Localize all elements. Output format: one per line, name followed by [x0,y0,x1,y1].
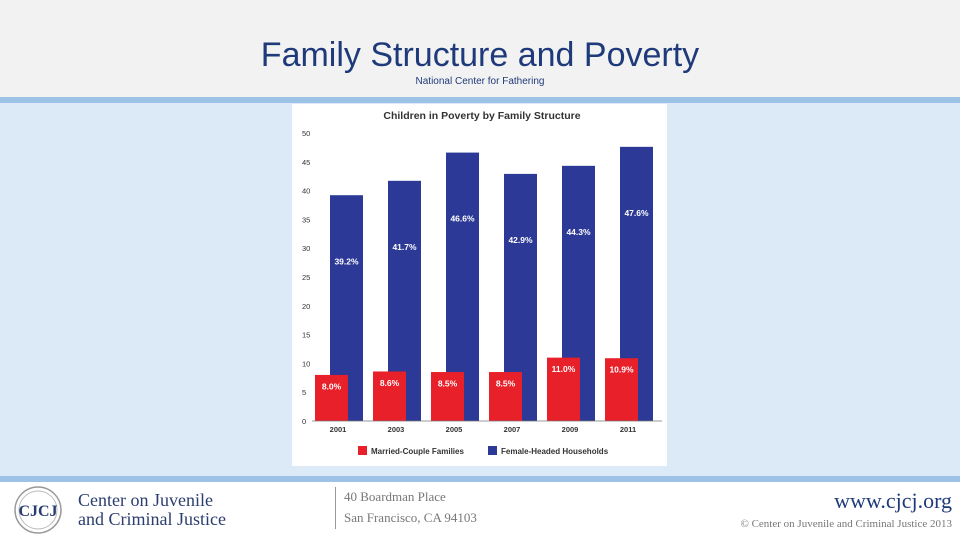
legend-label: Female-Headed Households [501,447,609,456]
bar-married-couple [605,358,638,421]
y-tick-label: 0 [302,417,306,426]
header-rule [0,97,960,103]
logo-line-2: and Criminal Justice [78,509,226,529]
bar-married-couple [315,374,348,421]
y-tick-label: 50 [302,129,310,138]
footer [0,482,960,540]
data-label-married: 10.9% [609,365,634,375]
y-tick-label: 40 [302,187,310,196]
bar-married-couple [489,372,522,421]
x-tick-label: 2001 [330,425,347,434]
data-label-female: 39.2% [334,256,359,266]
footer-divider [335,487,336,529]
website-link[interactable]: www.cjcj.org [834,488,952,513]
y-tick-label: 15 [302,331,310,340]
address-line-2: San Francisco, CA 94103 [344,510,477,525]
y-tick-label: 35 [302,215,310,224]
y-tick-label: 10 [302,359,310,368]
chart-title: Children in Poverty by Family Structure [383,110,580,122]
y-tick-label: 5 [302,388,306,397]
data-label-female: 41.7% [392,242,417,252]
slide-subtitle: National Center for Fathering [415,76,545,87]
copyright-text: © Center on Juvenile and Criminal Justic… [740,518,952,530]
data-label-female: 46.6% [450,214,475,224]
cjcj-logo[interactable]: CJCJ Center on Juvenile and Criminal Jus… [8,485,298,535]
data-label-female: 47.6% [624,208,649,218]
x-tick-label: 2003 [388,425,405,434]
bar-married-couple [431,372,464,421]
data-label-married: 8.6% [380,378,400,388]
y-tick-label: 20 [302,302,310,311]
legend-swatch [488,446,497,455]
x-tick-label: 2011 [620,425,636,434]
chart-card: Children in Poverty by Family Structure … [292,104,667,466]
x-tick-label: 2007 [504,425,521,434]
legend-label: Married-Couple Families [371,447,464,456]
data-label-married: 8.5% [438,378,458,388]
data-label-married: 11.0% [552,364,576,374]
logo-line-1: Center on Juvenile [78,490,213,510]
bar-married-couple [373,371,406,421]
slide-header [0,0,960,97]
data-label-married: 8.5% [496,378,516,388]
footer-rule [0,476,960,482]
bar-married-couple [547,357,580,421]
poverty-bar-chart: Children in Poverty by Family Structure … [302,110,662,456]
slide-title: Family Structure and Poverty [260,36,700,74]
logo-mark: CJCJ [18,503,57,520]
data-label-female: 42.9% [508,235,533,245]
address-line-1: 40 Boardman Place [344,489,446,504]
x-tick-label: 2009 [562,425,579,434]
data-label-married: 8.0% [322,381,342,391]
y-tick-label: 25 [302,273,310,282]
x-tick-label: 2005 [446,425,463,434]
y-tick-label: 45 [302,158,310,167]
y-tick-label: 30 [302,244,310,253]
cjcj-seal-icon: CJCJ [14,486,62,534]
data-label-female: 44.3% [566,227,591,237]
legend-swatch [358,446,367,455]
